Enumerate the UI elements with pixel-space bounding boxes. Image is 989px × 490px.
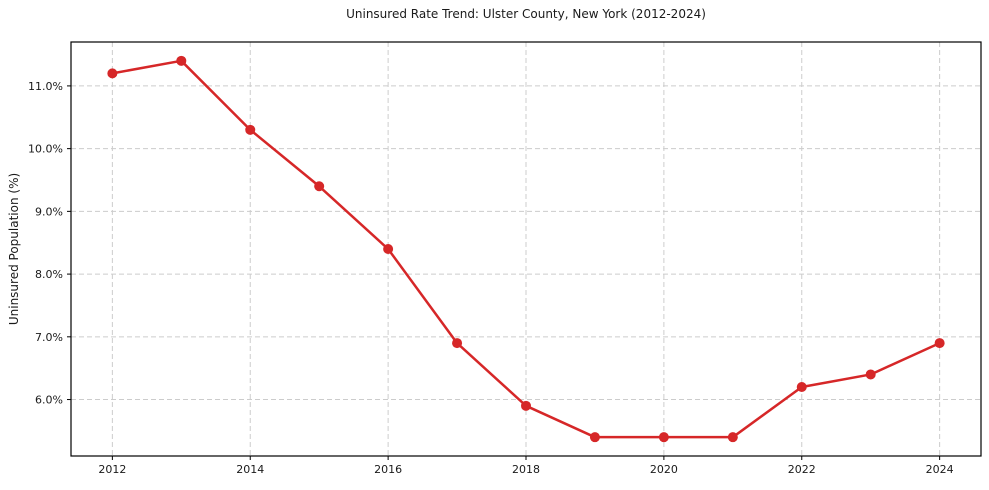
- data-point: [727, 432, 738, 443]
- chart-title: Uninsured Rate Trend: Ulster County, New…: [346, 7, 706, 21]
- data-point: [796, 382, 807, 392]
- y-tick-label: 11.0%: [28, 80, 63, 93]
- data-point: [865, 369, 876, 380]
- data-point: [452, 338, 463, 349]
- data-point: [176, 55, 187, 66]
- data-point: [934, 338, 945, 349]
- data-point: [658, 432, 669, 443]
- y-tick-label: 7.0%: [35, 331, 63, 344]
- x-tick-label: 2012: [98, 463, 126, 476]
- x-tick-label: 2016: [374, 463, 402, 476]
- x-tick-label: 2018: [512, 463, 540, 476]
- x-tick-label: 2020: [650, 463, 678, 476]
- data-point: [245, 124, 256, 135]
- data-point: [107, 68, 118, 79]
- x-tick-label: 2024: [926, 463, 954, 476]
- plot-border: [70, 41, 982, 457]
- y-tick-label: 10.0%: [28, 143, 63, 156]
- y-tick-label: 8.0%: [35, 268, 63, 281]
- data-point: [589, 432, 600, 443]
- x-tick-label: 2022: [788, 463, 816, 476]
- data-point: [314, 181, 325, 192]
- x-tick-label: 2014: [236, 463, 264, 476]
- data-point: [521, 400, 531, 411]
- y-tick-label: 9.0%: [35, 205, 63, 218]
- y-tick-label: 6.0%: [35, 394, 63, 407]
- data-point: [383, 244, 394, 254]
